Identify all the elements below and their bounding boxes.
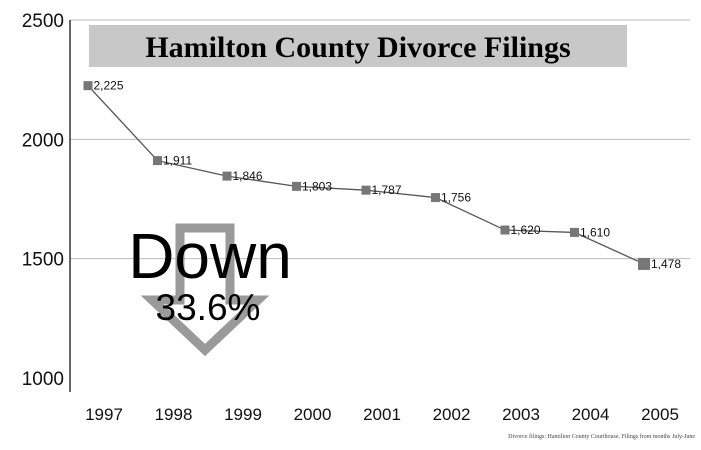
x-tick-label: 2005 xyxy=(641,405,679,424)
source-note: Divorce filings: Hamilton County Courtho… xyxy=(508,433,695,440)
data-label: 1,756 xyxy=(441,191,471,205)
data-point xyxy=(500,225,510,235)
x-tick-label: 1999 xyxy=(224,405,262,424)
data-labels: 2,225 1,911 1,846 1,803 1,787 1,756 1,620 1,610… xyxy=(94,79,682,271)
y-tick-label: 2500 xyxy=(22,11,64,32)
x-tick-label: 2000 xyxy=(294,405,332,424)
data-point xyxy=(222,171,232,181)
x-tick-label: 1998 xyxy=(155,405,193,424)
title-background xyxy=(89,25,627,67)
data-point xyxy=(570,227,580,237)
y-tick-label: 1000 xyxy=(22,369,64,390)
y-tick-label: 1500 xyxy=(22,250,64,271)
gridlines xyxy=(70,19,690,260)
data-point xyxy=(638,257,651,270)
data-markers xyxy=(83,81,651,270)
x-tick-label: 1997 xyxy=(85,405,123,424)
x-tick-label: 2004 xyxy=(572,405,610,424)
data-label: 1,846 xyxy=(233,169,263,183)
x-tick-label: 2001 xyxy=(363,405,401,424)
x-axis: 1997 1998 1999 2000 2001 2002 2003 2004 2005 xyxy=(85,405,679,424)
x-tick-label: 2002 xyxy=(433,405,471,424)
data-label: 1,911 xyxy=(163,154,192,168)
y-axis: 2500 2000 1500 1000 xyxy=(22,11,64,390)
down-annotation: Down xyxy=(128,220,292,292)
x-tick-label: 2003 xyxy=(502,405,540,424)
data-label: 1,787 xyxy=(372,183,402,197)
data-point xyxy=(361,185,371,195)
data-point xyxy=(292,181,302,191)
chart-title: Hamilton County Divorce Filings xyxy=(145,31,570,64)
data-label: 1,620 xyxy=(511,223,541,237)
data-label: 1,478 xyxy=(651,257,681,271)
down-arrow-icon xyxy=(140,223,270,357)
y-tick-label: 2000 xyxy=(22,130,64,151)
data-label: 2,225 xyxy=(94,79,124,93)
data-label: 1,803 xyxy=(302,179,332,193)
data-point xyxy=(83,81,93,91)
data-point xyxy=(153,156,163,166)
percent-annotation: 33.6% xyxy=(156,287,261,328)
data-point xyxy=(431,193,441,203)
data-label: 1,610 xyxy=(580,225,610,239)
